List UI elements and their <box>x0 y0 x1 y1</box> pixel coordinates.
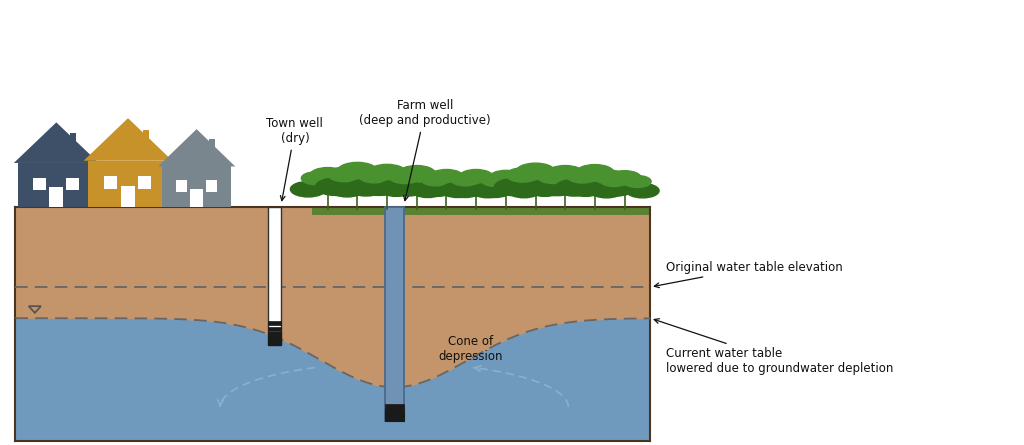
Circle shape <box>378 180 415 196</box>
Polygon shape <box>84 118 172 161</box>
Circle shape <box>567 180 604 196</box>
Circle shape <box>555 179 593 196</box>
Bar <box>33 178 45 190</box>
Circle shape <box>455 175 498 194</box>
Circle shape <box>347 179 385 196</box>
Circle shape <box>564 171 595 185</box>
Bar <box>209 139 215 151</box>
Bar <box>385 409 403 421</box>
Circle shape <box>471 183 504 198</box>
Text: Town well
(dry): Town well (dry) <box>266 117 324 201</box>
Text: Farm well
(deep and productive): Farm well (deep and productive) <box>359 99 490 201</box>
Circle shape <box>291 182 326 197</box>
Circle shape <box>597 179 635 196</box>
Circle shape <box>507 168 540 182</box>
Circle shape <box>600 174 628 186</box>
Text: Original water table elevation: Original water table elevation <box>654 261 843 287</box>
Circle shape <box>489 170 522 185</box>
Circle shape <box>495 178 534 196</box>
Circle shape <box>445 174 474 187</box>
Circle shape <box>538 170 569 183</box>
Bar <box>206 180 217 191</box>
Circle shape <box>526 180 563 196</box>
Bar <box>385 404 403 409</box>
Circle shape <box>305 173 350 193</box>
Circle shape <box>594 170 626 184</box>
Circle shape <box>505 175 532 187</box>
Bar <box>138 177 152 190</box>
Circle shape <box>328 167 361 182</box>
Circle shape <box>429 170 464 184</box>
Circle shape <box>478 183 512 198</box>
Circle shape <box>393 171 440 192</box>
Circle shape <box>624 175 651 187</box>
Bar <box>103 177 117 190</box>
Bar <box>385 207 403 421</box>
Circle shape <box>475 174 504 187</box>
Circle shape <box>603 176 646 194</box>
Circle shape <box>386 170 418 184</box>
Bar <box>162 166 231 207</box>
Circle shape <box>421 174 450 186</box>
Circle shape <box>337 162 378 180</box>
Circle shape <box>575 165 614 181</box>
Circle shape <box>535 169 567 183</box>
Bar <box>70 134 77 146</box>
Circle shape <box>356 168 389 183</box>
Bar <box>88 161 168 207</box>
Circle shape <box>419 180 456 196</box>
Bar <box>268 207 281 345</box>
Circle shape <box>411 183 444 198</box>
Circle shape <box>389 179 427 196</box>
Circle shape <box>330 182 365 197</box>
Bar <box>176 180 187 191</box>
Circle shape <box>508 183 541 198</box>
Circle shape <box>459 170 494 184</box>
Bar <box>268 332 281 345</box>
Text: Current water table
lowered due to groundwater depletion: Current water table lowered due to groun… <box>654 319 893 375</box>
Circle shape <box>590 184 623 198</box>
Circle shape <box>547 166 584 182</box>
Circle shape <box>451 174 479 186</box>
Circle shape <box>332 169 383 191</box>
Circle shape <box>425 175 468 194</box>
Bar <box>142 129 148 143</box>
Circle shape <box>449 183 482 198</box>
Polygon shape <box>15 207 650 387</box>
Polygon shape <box>158 129 236 166</box>
Bar <box>312 207 650 215</box>
Circle shape <box>627 184 659 198</box>
Circle shape <box>516 163 555 180</box>
Bar <box>121 186 135 207</box>
Polygon shape <box>14 122 98 163</box>
Circle shape <box>484 176 527 194</box>
Circle shape <box>389 170 421 183</box>
Circle shape <box>542 171 589 192</box>
Circle shape <box>358 169 391 183</box>
Circle shape <box>368 164 407 181</box>
Circle shape <box>327 173 356 186</box>
Bar <box>268 321 281 325</box>
Circle shape <box>538 178 577 196</box>
Circle shape <box>301 172 331 185</box>
Circle shape <box>310 167 345 183</box>
Bar <box>49 187 63 207</box>
Circle shape <box>608 171 641 185</box>
Circle shape <box>570 171 620 192</box>
Bar <box>190 189 203 207</box>
Bar <box>67 178 79 190</box>
Circle shape <box>398 166 435 182</box>
Bar <box>268 327 281 331</box>
Circle shape <box>510 170 561 191</box>
Circle shape <box>416 171 446 185</box>
Bar <box>18 163 94 207</box>
Text: Cone of
depression: Cone of depression <box>439 336 503 363</box>
Circle shape <box>359 178 399 195</box>
Circle shape <box>566 169 599 183</box>
Polygon shape <box>15 318 650 441</box>
Circle shape <box>315 178 355 195</box>
Circle shape <box>481 174 509 186</box>
Circle shape <box>362 170 412 192</box>
Circle shape <box>440 183 474 198</box>
